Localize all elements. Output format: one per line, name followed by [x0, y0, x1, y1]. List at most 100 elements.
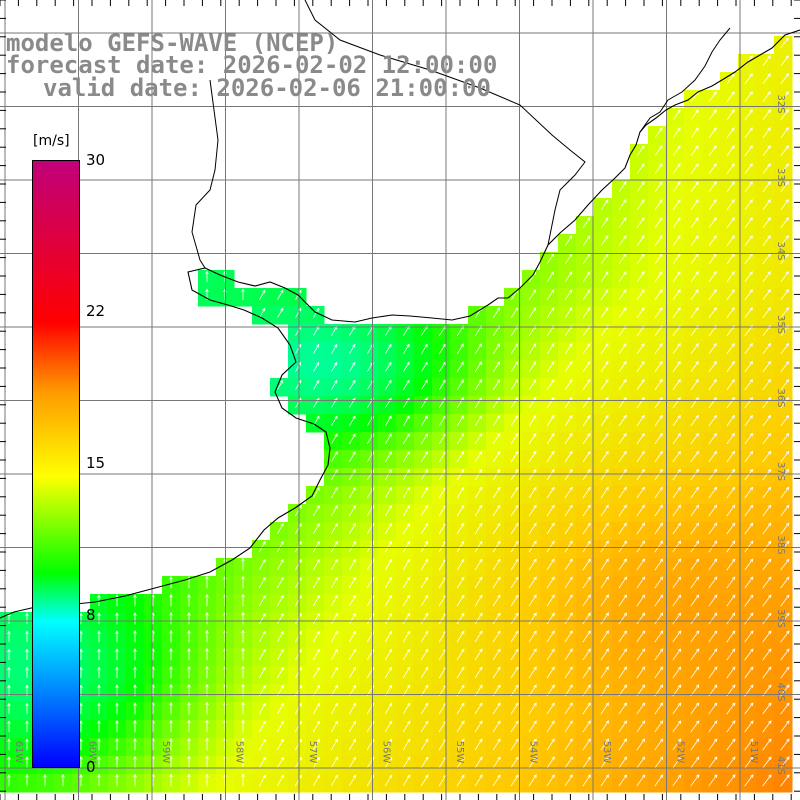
wind-arrow	[780, 145, 789, 157]
wind-arrow	[456, 486, 465, 499]
wind-arrow	[780, 648, 790, 661]
wind-arrow	[420, 576, 429, 589]
wind-arrow	[726, 181, 735, 193]
wind-arrow	[582, 450, 591, 463]
wind-arrow	[169, 629, 173, 643]
wind-arrow	[492, 648, 501, 661]
wind-arrow	[528, 450, 537, 463]
wind-arrow	[456, 630, 465, 643]
wind-arrow	[456, 666, 465, 679]
wind-arrow	[294, 720, 302, 733]
wind-arrow	[708, 666, 718, 679]
wind-arrow	[564, 361, 573, 373]
wind-arrow	[564, 504, 573, 517]
wind-arrow	[636, 738, 646, 751]
wind-arrow	[690, 271, 699, 283]
wind-arrow	[600, 396, 609, 409]
wind-arrow	[528, 415, 537, 427]
wind-arrow	[456, 612, 465, 625]
wind-arrow	[780, 450, 790, 463]
wind-arrow	[582, 235, 591, 247]
wind-arrow	[618, 199, 627, 211]
wind-arrow	[312, 504, 320, 517]
forecast-date: forecast date: 2026-02-02 12:00:00	[6, 51, 498, 79]
wind-arrow	[115, 737, 119, 751]
wind-arrow	[348, 702, 357, 715]
wind-arrow	[456, 756, 465, 769]
wind-arrow	[385, 379, 392, 390]
wind-arrow	[258, 738, 266, 751]
wind-arrow	[780, 127, 789, 139]
wind-arrow	[726, 450, 736, 463]
wind-arrow	[420, 379, 428, 390]
wind-arrow	[654, 414, 663, 427]
wind-arrow	[690, 145, 699, 157]
wind-arrow	[708, 738, 718, 751]
wind-arrow	[672, 666, 682, 679]
wind-arrow	[420, 522, 429, 535]
wind-arrow	[708, 774, 718, 787]
wind-arrow	[600, 271, 609, 283]
wind-arrow	[618, 271, 627, 283]
wind-arrow	[403, 361, 410, 372]
wind-arrow	[654, 235, 663, 247]
wind-arrow	[474, 576, 483, 589]
wind-arrow	[25, 738, 29, 751]
wind-arrow	[762, 504, 772, 517]
wind-arrow	[312, 774, 320, 787]
wind-arrow	[546, 774, 555, 787]
wind-arrow	[402, 540, 411, 553]
wind-arrow	[402, 468, 410, 481]
wind-arrow	[420, 486, 429, 499]
wind-arrow	[384, 486, 392, 499]
wind-arrow	[600, 612, 609, 625]
wind-arrow	[672, 468, 681, 481]
wind-arrow	[618, 361, 627, 373]
wind-arrow	[294, 612, 302, 625]
wind-arrow	[546, 450, 555, 463]
wind-arrow	[510, 504, 519, 517]
wind-arrow	[79, 630, 83, 643]
wind-arrow	[402, 451, 410, 463]
wind-arrow	[672, 558, 682, 571]
wind-arrow	[672, 720, 682, 733]
wind-arrow	[726, 468, 736, 481]
wind-arrow	[618, 235, 627, 247]
wind-arrow	[510, 774, 519, 787]
wind-arrow	[402, 522, 411, 535]
wind-arrow	[690, 576, 700, 589]
wind-arrow	[330, 720, 338, 733]
wind-arrow	[618, 378, 627, 391]
wind-arrow	[546, 307, 555, 319]
valid-date: valid date: 2026-02-06 21:00:00	[43, 74, 491, 102]
wind-arrow	[672, 630, 682, 643]
wind-arrow	[726, 594, 736, 607]
wind-arrow	[726, 109, 735, 121]
wind-arrow	[97, 594, 101, 607]
wind-arrow	[564, 450, 573, 463]
wind-arrow	[726, 666, 736, 679]
wind-arrow	[420, 630, 429, 643]
wind-arrow	[510, 738, 519, 751]
wind-arrow	[330, 594, 338, 607]
wind-arrow	[690, 558, 700, 571]
wind-arrow	[438, 415, 446, 427]
wind-arrow	[762, 289, 771, 301]
wind-arrow	[474, 648, 483, 661]
wind-arrow	[672, 145, 681, 157]
wind-arrow	[402, 504, 411, 517]
wind-arrow	[241, 701, 245, 715]
wind-arrow	[708, 289, 717, 301]
wind-arrow	[474, 630, 483, 643]
wind-arrow	[133, 737, 137, 751]
wind-arrow	[600, 666, 609, 679]
wind-arrow	[546, 486, 555, 499]
wind-arrow	[618, 181, 627, 193]
wind-arrow	[726, 648, 736, 661]
wind-arrow	[672, 360, 681, 373]
wind-arrow	[744, 720, 754, 733]
wind-arrow	[582, 540, 591, 553]
wind-arrow	[474, 450, 483, 463]
latitude-label: 33S	[775, 168, 786, 187]
